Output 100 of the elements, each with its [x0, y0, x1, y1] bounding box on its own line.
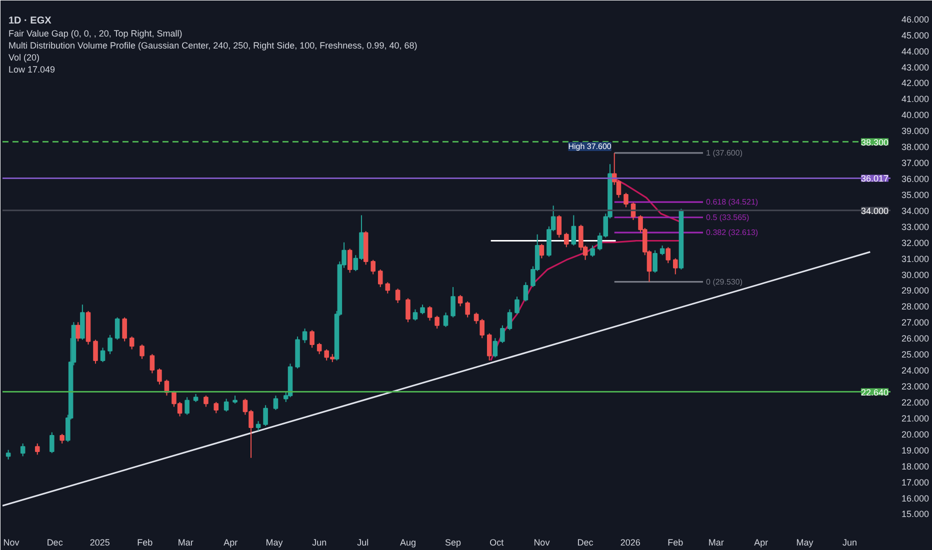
- x-tick-label: Nov: [534, 538, 550, 548]
- candlestick: [673, 258, 678, 275]
- y-tick-label: 39.000: [902, 126, 930, 136]
- series-label: 0.5 (33.565): [706, 212, 750, 222]
- candlestick: [539, 243, 544, 259]
- candlestick: [129, 336, 134, 350]
- x-tick-label: Dec: [577, 538, 594, 548]
- text: 1D · EGX: [8, 16, 52, 26]
- candlestick: [378, 268, 383, 288]
- x-tick-label: Feb: [137, 538, 153, 548]
- candlestick: [465, 300, 470, 318]
- x-tick-label: May: [266, 538, 284, 548]
- candlestick: [157, 368, 162, 385]
- y-tick-label: 36.000: [902, 174, 930, 184]
- candlestick: [302, 328, 308, 344]
- x-tick-label: Apr: [754, 538, 768, 548]
- y-tick-label: 17.000: [902, 477, 930, 488]
- y-tick-label: 18.000: [902, 461, 930, 472]
- candlestick: [385, 282, 390, 294]
- candlestick: [256, 420, 261, 432]
- y-tick-label: 42.000: [902, 78, 930, 88]
- candlestick: [420, 304, 425, 315]
- candlestick: [263, 404, 268, 426]
- annotation: Multi Distribution Volume Profile (Gaussian Center, 240, 250, Right Side, 100, Freshness, 0.99, 40, 68): [8, 40, 418, 50]
- candlestick: [93, 339, 98, 364]
- y-tick-label: 37.000: [902, 158, 930, 168]
- series-label: 0.382 (32.613): [706, 228, 758, 238]
- x-tick-label: 2025: [90, 538, 110, 548]
- x-tick-label: Nov: [3, 538, 20, 548]
- y-tick-label: 35.000: [902, 190, 930, 200]
- y-tick-label: 28.000: [902, 302, 930, 312]
- candlestick: [624, 192, 628, 208]
- candlestick: [316, 342, 322, 355]
- candlestick: [273, 395, 278, 410]
- x-tick-label: Jul: [357, 538, 369, 548]
- y-tick-label: 40.000: [902, 110, 930, 120]
- candlestick: [114, 316, 120, 340]
- series-label: 1 (37.600): [706, 148, 743, 158]
- candlestick: [184, 396, 190, 416]
- annotation: Vol (20): [8, 52, 40, 62]
- candlestick: [20, 442, 26, 457]
- candlestick: [523, 282, 528, 302]
- x-tick-label: Jun: [312, 538, 327, 548]
- x-tick-label: 2026: [620, 538, 640, 548]
- x-tick-label: Dec: [46, 538, 64, 548]
- candlestick: [590, 245, 595, 258]
- candlestick: [450, 286, 456, 318]
- ref-line-label: 34.000: [860, 206, 889, 216]
- y-tick-label: 27.000: [902, 318, 930, 328]
- y-tick-label: 41.000: [902, 94, 930, 104]
- candlestick: [434, 315, 440, 330]
- candlestick: [214, 401, 219, 414]
- y-tick-label: 45.000: [902, 30, 930, 40]
- series-label: 0 (29.530): [706, 277, 743, 286]
- candlestick: [458, 294, 463, 307]
- candlestick: [34, 442, 40, 456]
- y-tick-label: 31.000: [902, 254, 930, 264]
- y-tick-label: 33.000: [902, 222, 930, 232]
- ref-line-label: 38.300: [860, 137, 889, 148]
- x-tick-label: Jun: [842, 538, 858, 548]
- x-tick-label: Feb: [668, 538, 684, 548]
- y-tick-label: 21.000: [902, 413, 930, 424]
- y-tick-label: 19.000: [902, 445, 930, 456]
- y-tick-label: 22.000: [902, 397, 930, 408]
- y-tick-label: 43.000: [902, 62, 930, 72]
- candlestick: [492, 338, 498, 358]
- candlestick: [564, 232, 569, 248]
- candlestick: [486, 332, 492, 361]
- candlestick: [406, 298, 410, 323]
- candlestick: [122, 316, 127, 342]
- candlestick: [443, 312, 448, 328]
- y-tick-label: 23.000: [902, 382, 930, 392]
- candlestick: [347, 248, 352, 274]
- candlestick: [204, 395, 208, 408]
- candlestick: [76, 322, 80, 342]
- y-tick-label: 38.000: [902, 142, 930, 152]
- candlestick: [652, 250, 658, 274]
- series-label: 0.618 (34.521): [706, 198, 758, 207]
- y-tick-label: 44.000: [902, 46, 930, 56]
- candlestick: [60, 433, 64, 444]
- ref-line-label: 36.017: [860, 174, 889, 184]
- annotation: Fair Value Gap (0, 0, , 20, Top Right, Small): [8, 28, 182, 38]
- candlestick: [571, 214, 576, 246]
- candlestick: [150, 354, 155, 374]
- x-tick-label: Oct: [490, 538, 504, 548]
- y-tick-label: 20.000: [902, 429, 930, 440]
- candlestick: [50, 432, 54, 454]
- y-tick-label: 30.000: [902, 270, 930, 280]
- candlestick: [395, 288, 400, 304]
- x-tick-label: Mar: [708, 538, 724, 548]
- annotation: Low 17.049: [8, 64, 56, 74]
- y-tick-label: 24.000: [902, 366, 930, 376]
- x-tick-label: Sep: [445, 538, 462, 548]
- y-tick-label: 25.000: [902, 350, 930, 360]
- candlestick: [556, 214, 562, 238]
- candlestick: [660, 245, 665, 256]
- y-tick-label: 32.000: [902, 238, 930, 248]
- candlestick: [6, 449, 11, 460]
- y-tick-label: 26.000: [902, 334, 930, 344]
- candlestick: [310, 330, 314, 348]
